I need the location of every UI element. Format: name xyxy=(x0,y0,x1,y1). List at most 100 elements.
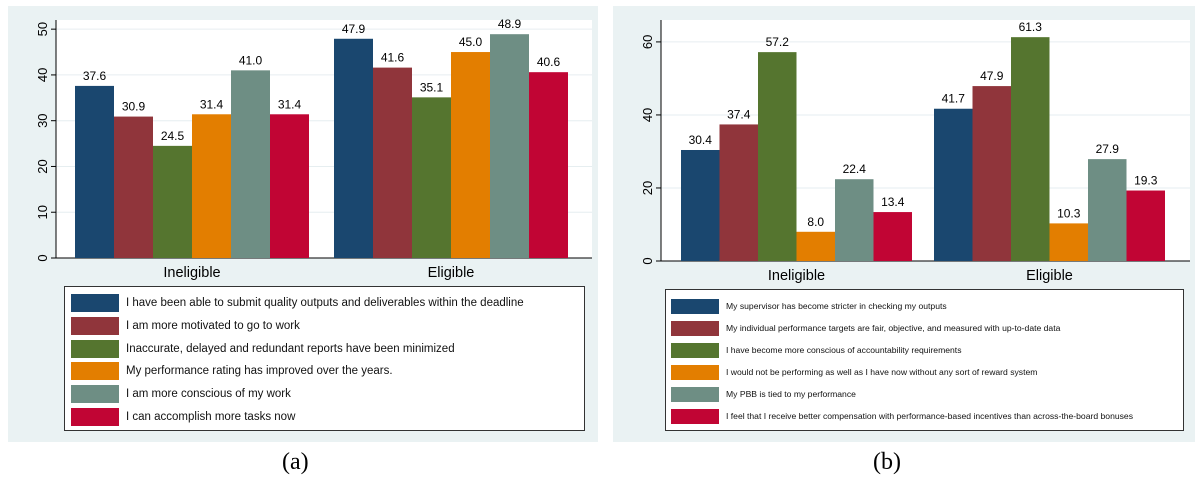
legend-label: My performance rating has improved over … xyxy=(126,365,393,378)
legend-swatch xyxy=(671,364,719,380)
legend-label: My PBB is tied to my performance xyxy=(726,389,856,399)
category-label: Ineligible xyxy=(163,265,220,281)
legend-item: I am more conscious of my work xyxy=(71,383,578,406)
caption-b: (b) xyxy=(873,449,901,475)
y-tick-label: 0 xyxy=(640,257,655,264)
legend-item: My individual performance targets are fa… xyxy=(671,317,1177,339)
bar xyxy=(75,85,114,259)
bar xyxy=(490,34,529,258)
bar-value-label: 41.6 xyxy=(381,51,405,65)
legend-b: My supervisor has become stricter in che… xyxy=(665,289,1184,431)
bar xyxy=(1011,37,1050,261)
y-tick-label: 40 xyxy=(640,108,655,122)
bar-value-label: 47.9 xyxy=(980,69,1004,83)
bar xyxy=(412,97,451,258)
bar-value-label: 45.0 xyxy=(459,35,483,49)
bar-value-label: 31.4 xyxy=(200,97,224,111)
legend-item: My PBB is tied to my performance xyxy=(671,383,1177,405)
y-tick-label: 50 xyxy=(35,22,50,36)
bar-value-label: 8.0 xyxy=(807,215,824,229)
bar xyxy=(1049,223,1088,261)
legend-item: I feel that I receive better compensatio… xyxy=(671,405,1177,427)
bar-value-label: 35.1 xyxy=(420,80,444,94)
category-label: Ineligible xyxy=(768,268,825,284)
legend-item: Inaccurate, delayed and redundant report… xyxy=(71,337,578,360)
legend-swatch xyxy=(71,294,119,313)
bar-value-label: 57.2 xyxy=(766,35,790,49)
legend-swatch xyxy=(671,298,719,314)
bar xyxy=(334,38,373,259)
legend-swatch xyxy=(671,386,719,402)
legend-a: I have been able to submit quality outpu… xyxy=(64,286,585,431)
bar-value-label: 13.4 xyxy=(881,195,905,209)
bar-value-label: 47.9 xyxy=(342,22,366,36)
bar-value-label: 41.0 xyxy=(239,53,263,67)
chart-b-plot: 0 20 40 60 30.4 37.4 57.2 8.0 22.4 13.4 Ineligible… xyxy=(640,20,1190,284)
bar-value-label: 37.4 xyxy=(727,107,751,121)
legend-swatch xyxy=(71,385,119,404)
y-tick-label: 20 xyxy=(640,181,655,195)
bar-value-label: 10.3 xyxy=(1057,206,1081,220)
legend-swatch xyxy=(671,320,719,336)
bar xyxy=(1088,159,1127,261)
bar-value-label: 30.4 xyxy=(689,133,713,147)
bar xyxy=(192,114,231,259)
legend-swatch xyxy=(71,407,119,426)
bar xyxy=(934,108,973,262)
legend-label: I have become more conscious of accounta… xyxy=(726,345,962,355)
category-label: Eligible xyxy=(1026,268,1073,284)
legend-item: I would not be performing as well as I h… xyxy=(671,361,1177,383)
y-tick-label: 40 xyxy=(35,68,50,82)
bar xyxy=(835,179,874,261)
bar-value-label: 37.6 xyxy=(83,69,107,83)
legend-label: Inaccurate, delayed and redundant report… xyxy=(126,342,455,355)
y-tick-label: 60 xyxy=(640,35,655,49)
chart-panel-a: 0 10 20 30 40 50 37.6 30.9 24.5 31.4 41.0 31.4 Ineli… xyxy=(8,6,598,442)
legend-label: I have been able to submit quality outpu… xyxy=(126,297,524,310)
legend-item: My performance rating has improved over … xyxy=(71,360,578,383)
bar xyxy=(719,124,758,261)
bar xyxy=(873,212,912,261)
legend-label: I can accomplish more tasks now xyxy=(126,410,296,423)
bar xyxy=(681,149,720,261)
bar-value-label: 27.9 xyxy=(1096,142,1120,156)
bar xyxy=(270,114,309,259)
bar-value-label: 22.4 xyxy=(843,162,867,176)
chart-a-plot: 0 10 20 30 40 50 37.6 30.9 24.5 31.4 41.0 31.4 Ineli… xyxy=(35,17,592,281)
bar xyxy=(972,86,1011,261)
legend-label: I am more motivated to go to work xyxy=(126,320,300,333)
bar xyxy=(231,70,270,258)
legend-label: I feel that I receive better compensatio… xyxy=(726,411,1133,421)
legend-swatch xyxy=(71,339,119,358)
bar-value-label: 24.5 xyxy=(161,129,185,143)
caption-a: (a) xyxy=(282,449,309,475)
bar xyxy=(529,72,568,258)
bar xyxy=(451,52,490,259)
bar-value-label: 31.4 xyxy=(278,97,302,111)
y-tick-label: 10 xyxy=(35,205,50,219)
legend-swatch xyxy=(671,342,719,358)
bar-value-label: 48.9 xyxy=(498,17,522,31)
legend-label: I am more conscious of my work xyxy=(126,388,291,401)
bar xyxy=(758,52,797,262)
legend-item: My supervisor has become stricter in che… xyxy=(671,295,1177,317)
legend-item: I can accomplish more tasks now xyxy=(71,405,578,428)
legend-label: My individual performance targets are fa… xyxy=(726,323,1061,333)
legend-item: I am more motivated to go to work xyxy=(71,315,578,338)
bar xyxy=(153,145,192,258)
bar xyxy=(373,67,412,258)
bar-value-label: 41.7 xyxy=(942,92,966,106)
legend-label: I would not be performing as well as I h… xyxy=(726,367,1038,377)
y-tick-label: 20 xyxy=(35,159,50,173)
legend-item: I have become more conscious of accounta… xyxy=(671,339,1177,361)
y-tick-label: 30 xyxy=(35,113,50,127)
legend-item: I have been able to submit quality outpu… xyxy=(71,292,578,315)
category-label: Eligible xyxy=(428,265,475,281)
bar xyxy=(796,231,835,261)
legend-label: My supervisor has become stricter in che… xyxy=(726,301,947,311)
bar-value-label: 19.3 xyxy=(1134,174,1158,188)
y-tick-label: 0 xyxy=(35,254,50,261)
bar xyxy=(1126,190,1165,261)
bar-value-label: 40.6 xyxy=(537,55,561,69)
bar xyxy=(114,116,153,258)
